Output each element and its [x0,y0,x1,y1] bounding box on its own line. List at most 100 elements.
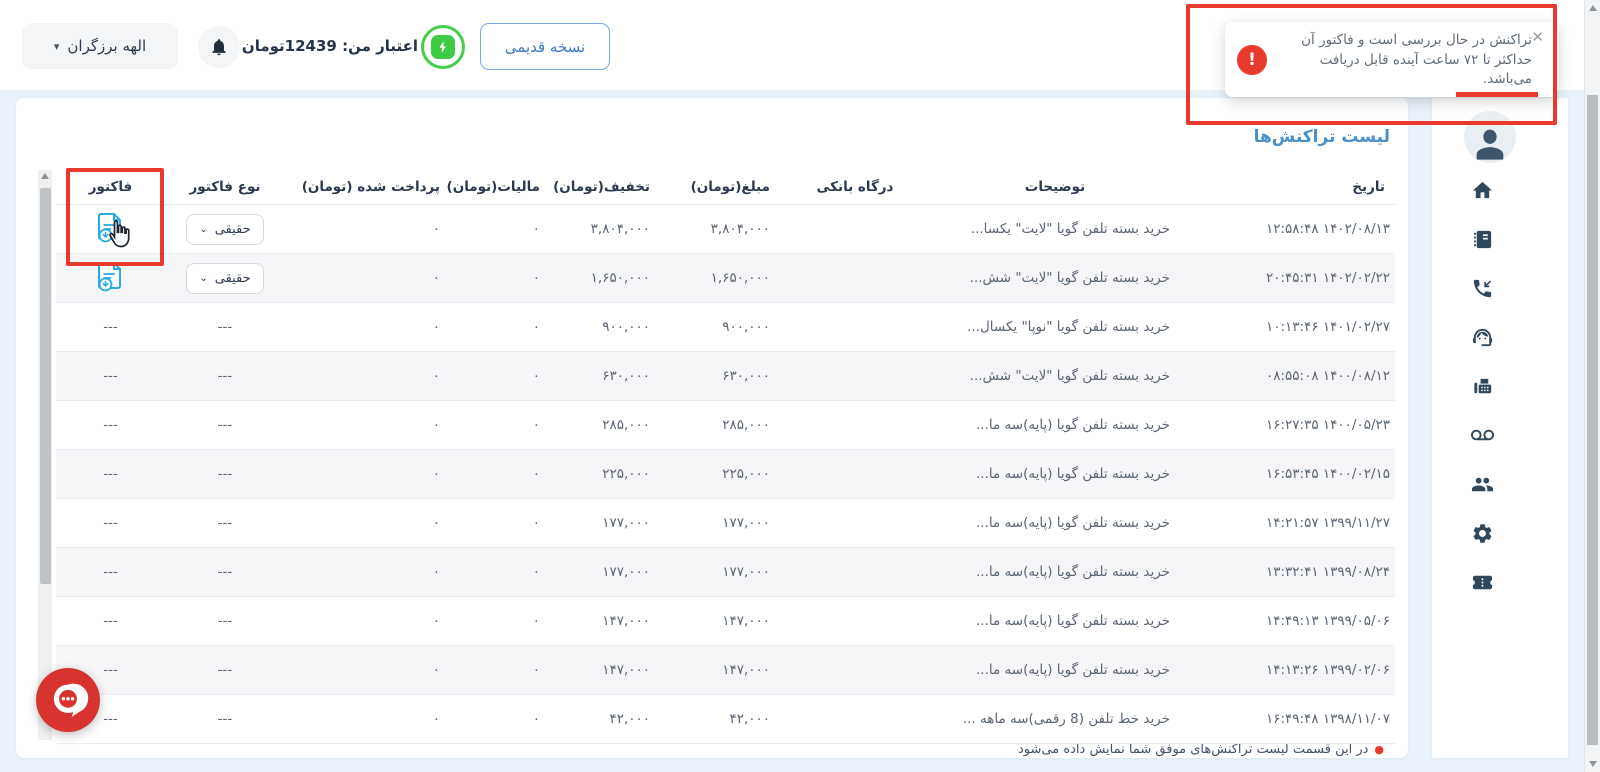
column-header-invoice-type: نوع فاکتور [165,170,285,205]
call-received-icon [1473,279,1491,297]
transaction-description: خرید بسته تلفن گویا "نوپا" یکسال... [967,319,1170,335]
chevron-down-icon: ⌄ [199,223,208,235]
people-icon [1471,477,1493,491]
transaction-paid: ۰ [432,319,440,335]
sidebar-item-voicemail[interactable] [1462,415,1502,455]
transaction-paid: ۰ [432,564,440,580]
sidebar-item-fax[interactable] [1462,366,1502,406]
avatar[interactable] [1464,111,1516,163]
table-row: ۱۳۹۹/۱۱/۲۷ ۱۴:۲۱:۵۷ خرید بسته تلفن گویا (… [56,498,1395,548]
invoice-type-empty: --- [217,319,233,335]
scrollbar-up-arrow-icon[interactable] [1589,5,1597,11]
transaction-date: ۱۴۰۱/۰۲/۲۷ ۱۰:۱۳:۴۶ [1265,319,1390,335]
invoice-empty: --- [103,417,118,433]
sidebar-item-support-agent[interactable] [1462,317,1502,357]
transaction-tax: ۰ [532,662,540,678]
column-header-invoice: فاکتور [56,170,165,205]
invoice-empty: --- [103,515,118,531]
table-scrollbar-thumb[interactable] [39,188,51,584]
sidebar-item-settings[interactable] [1462,513,1502,553]
transaction-discount: ۱,۶۵۰,۰۰۰ [590,270,650,286]
transaction-discount: ۴۲,۰۰۰ [609,711,650,727]
sidebar-item-call-received[interactable] [1462,268,1502,308]
transaction-paid: ۰ [432,270,440,286]
bell-icon [212,39,226,56]
transaction-date: ۱۳۹۹/۰۸/۲۴ ۱۳:۳۲:۴۱ [1265,564,1390,580]
transaction-discount: ۱۷۷,۰۰۰ [602,564,650,580]
transaction-date: ۱۴۰۰/۰۲/۱۵ ۱۶:۵۳:۴۵ [1265,466,1390,482]
transaction-amount: ۱۷۷,۰۰۰ [722,515,770,531]
column-header-date: تاریخ [1180,170,1395,205]
invoice-type-select[interactable]: حقیقی ⌄ [186,213,264,245]
support-agent-icon [1472,328,1492,346]
transaction-discount: ۳,۸۰۴,۰۰۰ [590,221,650,237]
sidebar-item-contacts-book[interactable] [1462,219,1502,259]
sidebar-item-people[interactable] [1462,464,1502,504]
close-icon[interactable]: ✕ [1525,27,1550,47]
scrollbar-down-arrow-icon[interactable] [1589,761,1597,767]
column-header-tax: مالیات(تومان) [447,170,550,205]
transaction-tax: ۰ [532,466,540,482]
invoice-empty: --- [103,711,118,727]
table-row: ۱۳۹۹/۰۵/۰۶ ۱۴:۴۹:۱۳ خرید بسته تلفن گویا (… [56,596,1395,646]
transaction-description: خرید بسته تلفن گویا (پایه)سه ما... [976,613,1170,629]
table-row: ۱۴۰۱/۰۲/۲۷ ۱۰:۱۳:۴۶ خرید بسته تلفن گویا "… [56,302,1395,352]
transaction-paid: ۰ [432,515,440,531]
transaction-paid: ۰ [432,613,440,629]
transaction-amount: ۳,۸۰۴,۰۰۰ [710,221,770,237]
voicemail-icon [1470,429,1494,440]
transaction-tax: ۰ [532,711,540,727]
transaction-amount: ۲۲۵,۰۰۰ [722,466,770,482]
chat-widget-button[interactable] [36,668,100,732]
notifications-button[interactable] [198,26,240,68]
contacts-book-icon [1473,230,1491,248]
invoice-type-empty: --- [217,417,233,433]
scroll-up-arrow-icon[interactable] [41,173,49,179]
red-dot-icon: ● [1374,743,1384,756]
transaction-amount: ۱۷۷,۰۰۰ [722,564,770,580]
column-header-description: توضیحات [930,170,1180,205]
transaction-paid: ۰ [432,221,440,237]
toast-notification: ! تراکنش در حال بررسی است و فاکتور آن حد… [1225,22,1558,97]
footnote-text: در این قسمت لیست تراکنش‌های موفق شما نما… [1018,742,1369,757]
table-row: ۱۴۰۲/۰۸/۱۳ ۱۲:۵۸:۴۸ خرید بسته تلفن گویا "… [56,204,1395,254]
browser-scrollbar-thumb[interactable] [1587,95,1598,745]
column-header-gateway: درگاه بانکی [780,170,930,205]
transaction-paid: ۰ [432,466,440,482]
transaction-amount: ۲۸۵,۰۰۰ [722,417,770,433]
invoice-download-button[interactable] [97,261,124,295]
transaction-amount: ۹۰۰,۰۰۰ [722,319,770,335]
ticket-icon [1472,575,1492,589]
toast-message: تراکنش در حال بررسی است و فاکتور آن حداک… [1301,32,1532,88]
transaction-date: ۱۴۰۲/۰۲/۲۲ ۲۰:۴۵:۳۱ [1265,270,1390,286]
invoice-type-empty: --- [217,711,233,727]
table-scrollbar[interactable] [38,170,52,740]
user-name: الهه برزگران [67,37,147,55]
transaction-tax: ۰ [532,319,540,335]
transaction-tax: ۰ [532,221,540,237]
browser-scrollbar[interactable] [1584,0,1600,772]
home-icon [1472,181,1492,198]
alert-icon: ! [1237,45,1267,75]
invoice-type-select[interactable]: حقیقی ⌄ [186,262,264,294]
bolt-icon [431,35,455,59]
sidebar-item-ticket[interactable] [1462,562,1502,602]
invoice-empty: --- [103,564,118,580]
hand-cursor-icon [109,220,130,248]
transaction-date: ۱۳۹۸/۱۱/۰۷ ۱۶:۴۹:۴۸ [1265,711,1390,727]
transaction-paid: ۰ [432,711,440,727]
user-menu-button[interactable]: الهه برزگران ▾ [22,23,178,69]
invoice-empty: --- [103,319,118,335]
invoice-empty: --- [103,466,118,482]
invoice-type-value: حقیقی [214,221,251,237]
transaction-tax: ۰ [532,515,540,531]
transaction-discount: ۱۴۷,۰۰۰ [602,662,650,678]
invoice-empty: --- [103,662,118,678]
old-version-button[interactable]: نسخه قدیمی [480,23,610,70]
transaction-discount: ۱۴۷,۰۰۰ [602,613,650,629]
transaction-tax: ۰ [532,417,540,433]
transaction-description: خرید بسته تلفن گویا "لایت" یکسا... [970,221,1170,237]
sidebar-item-home[interactable] [1462,170,1502,210]
invoice-download-icon [98,261,121,291]
